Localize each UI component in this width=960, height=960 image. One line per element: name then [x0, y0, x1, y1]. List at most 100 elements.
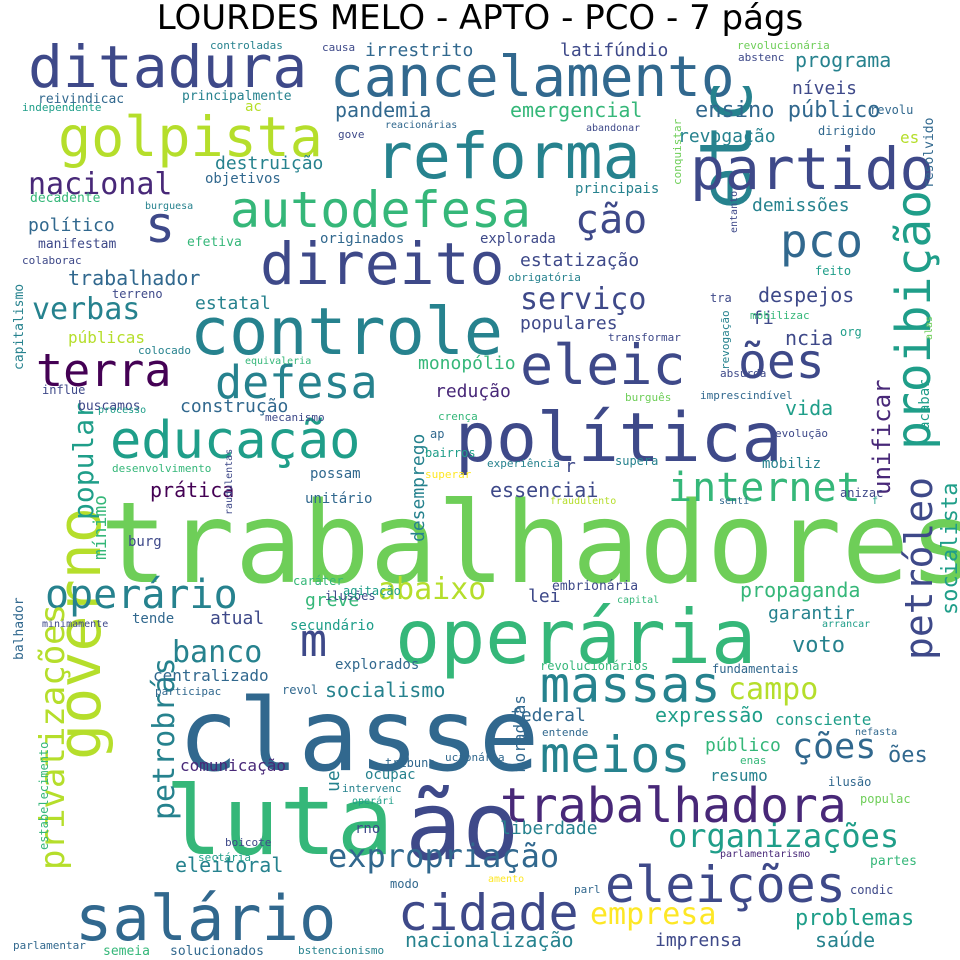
word-cloud-word: reforma: [375, 120, 641, 193]
word-cloud-word: abstenc: [738, 51, 785, 64]
word-cloud-word: centralizado: [153, 666, 269, 685]
word-cloud-word: ção: [575, 197, 648, 243]
word-cloud-word: conquistar: [671, 118, 684, 185]
word-cloud-word: salário: [75, 882, 337, 955]
word-cloud-word: eleitoral: [175, 853, 284, 877]
word-cloud-word: petróleo: [897, 476, 941, 660]
word-cloud-word: educação: [110, 411, 361, 471]
word-cloud-word: principais: [575, 181, 660, 197]
word-cloud-word: nefasta: [855, 727, 898, 738]
word-cloud-word: acabar: [917, 379, 933, 430]
word-cloud-word: independente: [22, 101, 102, 114]
word-cloud-word: vida: [785, 396, 834, 420]
word-cloud-word: tende: [132, 611, 175, 627]
word-cloud-word: emergencial: [510, 98, 643, 122]
word-cloud-word: operári: [352, 796, 395, 807]
word-cloud-word: programa: [795, 48, 892, 72]
word-cloud-word: absurda: [720, 367, 767, 380]
word-cloud-word: experiência: [487, 457, 560, 470]
word-cloud-word: ap: [430, 427, 445, 441]
word-cloud-word: populac: [860, 792, 911, 806]
word-cloud-word: sectária: [198, 851, 251, 864]
word-cloud-word: trabalhador: [68, 266, 201, 290]
word-cloud-word: massas: [540, 656, 721, 714]
word-cloud-word: ditadura: [28, 33, 308, 101]
word-cloud-word: estatal: [195, 293, 271, 314]
word-cloud-word: semeia: [103, 944, 150, 959]
word-cloud-word: bairros: [425, 446, 476, 460]
word-cloud-word: prática: [150, 478, 235, 502]
word-cloud-word: revolucionários: [540, 659, 649, 673]
word-cloud-word: rno: [355, 821, 381, 837]
word-cloud-word: manifestam: [38, 237, 117, 252]
word-cloud-word: serviço: [520, 282, 647, 317]
word-cloud-word: comunicação: [180, 756, 286, 775]
word-cloud-word: r: [565, 456, 576, 477]
word-cloud-word: direito: [260, 230, 505, 298]
word-cloud-word: burg: [128, 534, 162, 550]
word-cloud-word: processo: [98, 405, 147, 416]
word-cloud-word: agitação: [343, 584, 401, 598]
word-cloud-word: despejos: [758, 283, 855, 307]
word-cloud-word: construção: [180, 396, 289, 417]
word-cloud-word: fi: [752, 308, 774, 329]
word-cloud-word: ocupac: [365, 767, 416, 783]
word-cloud-word: desenvolvimento: [112, 462, 212, 475]
word-cloud-word: classe: [178, 677, 540, 794]
word-cloud-word: tribuna: [385, 756, 436, 770]
word-cloud-word: defesa: [215, 356, 378, 409]
word-cloud-word: controladas: [210, 39, 283, 52]
word-cloud-word: partes: [870, 854, 917, 869]
word-cloud-word: influe: [42, 383, 86, 397]
word-cloud-word: fraudulento: [550, 496, 617, 507]
word-cloud-word: pco: [780, 214, 864, 268]
word-cloud-word: revolu: [870, 103, 914, 117]
word-cloud-word: latifúndio: [560, 40, 669, 61]
word-cloud-word: ilusão: [828, 775, 872, 789]
word-cloud-word: superar: [425, 468, 472, 481]
word-cloud-word: imprescindível: [700, 389, 793, 402]
word-cloud-word: buscamos: [78, 399, 141, 414]
word-cloud-word: socialismo: [325, 678, 446, 702]
word-cloud-word: liberdade: [500, 818, 598, 839]
word-cloud-word: unitário: [305, 491, 373, 507]
word-cloud-word: mobilizac: [750, 309, 810, 322]
word-cloud-word: amento: [488, 874, 525, 885]
word-cloud-word: revolucionária: [737, 39, 830, 52]
word-cloud-word: parlamentar: [13, 939, 86, 952]
word-cloud-word: dirigido: [818, 124, 876, 138]
word-cloud-word: parlamentarismo: [720, 849, 811, 860]
word-cloud-word: partido: [690, 135, 935, 203]
word-cloud-word: ac: [245, 99, 262, 115]
word-cloud-word: ões: [738, 334, 825, 390]
word-cloud-word: explorada: [480, 231, 556, 247]
word-cloud-word: socialista: [938, 482, 960, 615]
word-cloud-word: unificar: [868, 379, 896, 495]
word-cloud-word: ensino público: [695, 98, 881, 123]
word-cloud-word: pandemia: [335, 98, 432, 122]
word-cloud-word: originados: [320, 231, 405, 247]
word-cloud-word: destruição: [215, 153, 324, 174]
word-cloud-word: org: [840, 325, 862, 339]
word-cloud-word: gove: [338, 128, 365, 141]
word-cloud-word: expressão: [655, 703, 764, 727]
word-cloud-word: s: [145, 196, 176, 254]
word-cloud-word: solucionados: [170, 944, 264, 959]
word-cloud-word: político: [28, 215, 115, 236]
word-cloud-word: senti: [719, 496, 750, 507]
word-cloud-word: burguesa: [145, 201, 194, 212]
word-cloud-word: revol: [282, 683, 319, 697]
word-cloud-word: abandonar: [586, 123, 641, 134]
word-cloud-word: demissões: [752, 195, 850, 216]
word-cloud-word: ão: [405, 772, 520, 882]
word-cloud-word: decadente: [30, 191, 101, 206]
word-cloud-word: equivaleria: [245, 356, 312, 367]
word-cloud-word: efetiva: [187, 235, 242, 250]
word-cloud-word: m: [300, 614, 328, 667]
word-cloud-word: expropriação: [328, 837, 560, 875]
word-cloud-word: garantir: [768, 603, 855, 624]
word-cloud-word: feito: [815, 264, 852, 278]
word-cloud-word: causa: [322, 41, 356, 54]
word-cloud-word: organizações: [668, 817, 900, 855]
